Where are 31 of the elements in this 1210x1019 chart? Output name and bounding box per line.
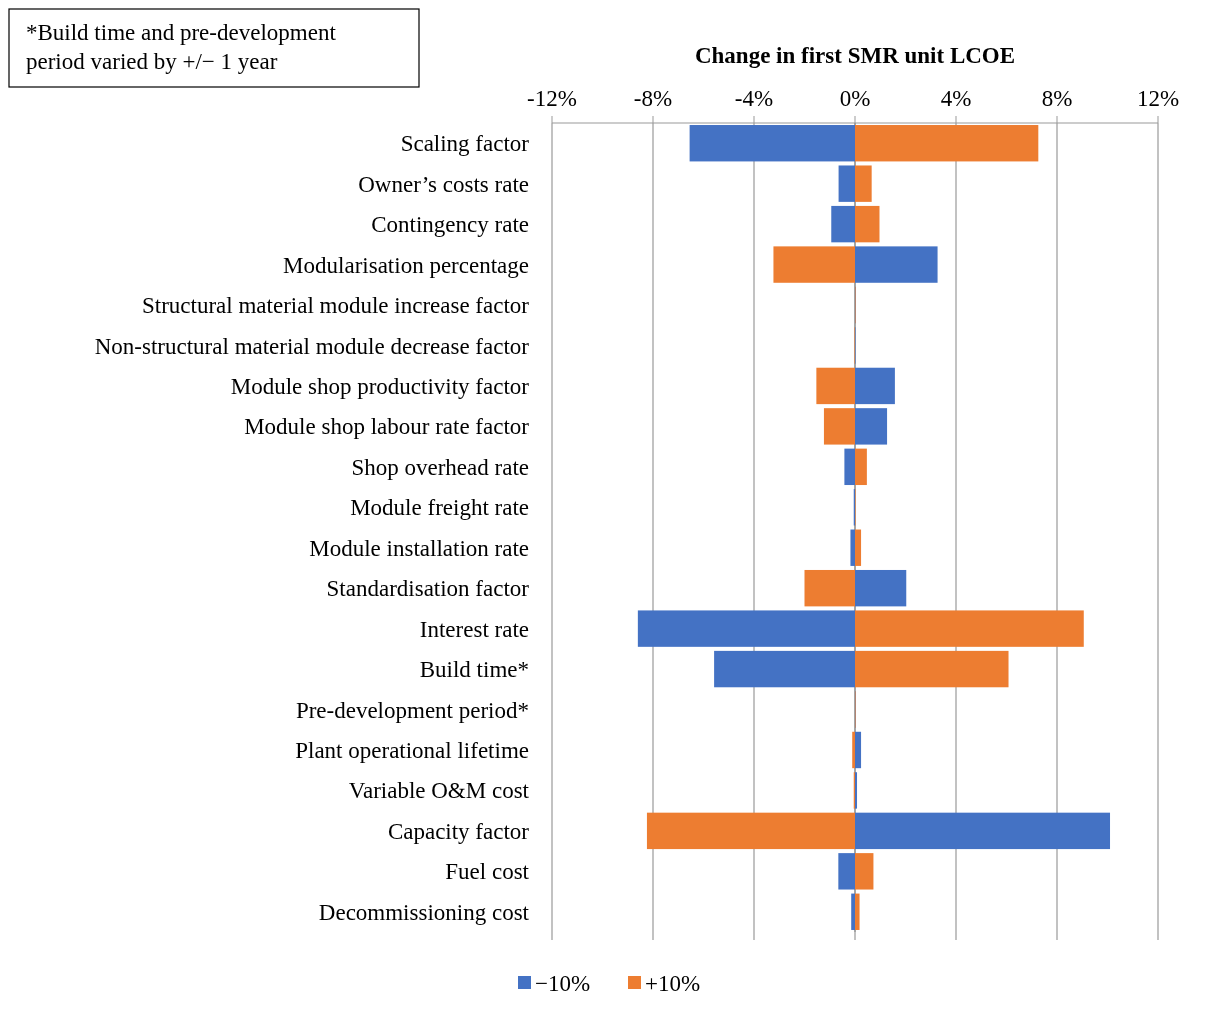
x-tick-label: 12% [1136, 86, 1180, 111]
y-tick-label: Scaling factor [400, 131, 530, 157]
y-tick-label: Contingency rate [371, 212, 529, 238]
y-tick-label: Module freight rate [350, 495, 529, 521]
y-tick-label: Shop overhead rate [351, 454, 529, 480]
text: *Build time and pre-development period varied by +/− 1 year [26, 20, 337, 74]
y-tick-label: Module shop productivity factor [230, 373, 530, 399]
y-tick-label: Variable O&M cost [348, 778, 530, 804]
y-tick-label: Module installation rate [309, 535, 529, 561]
y-tick-label: Standardisation factor [326, 576, 530, 602]
x-tick-label: -12% [527, 86, 577, 111]
y-tick-label: Build time* [419, 657, 529, 683]
y-tick-label: Decommissioning cost [318, 899, 530, 925]
y-tick-label: Interest rate [419, 616, 529, 642]
y-tick-label: Non-structural material module decrease factor [94, 333, 530, 359]
x-tick-label: -8% [633, 86, 673, 111]
chart-title: Change in first SMR unit LCOE [694, 43, 1016, 68]
y-tick-label: Modularisation percentage [283, 252, 529, 278]
y-tick-label: Plant operational lifetime [295, 738, 529, 764]
x-tick-label: 0% [839, 86, 871, 111]
x-tick-label: 8% [1041, 86, 1073, 111]
y-tick-label: Capacity factor [387, 818, 530, 844]
y-tick-label: Pre-development period* [295, 697, 529, 723]
legend-label: +10% [645, 971, 701, 997]
y-tick-label: Owner’s costs rate [358, 171, 529, 197]
x-tick-label: 4% [940, 86, 972, 111]
x-tick-label: -4% [734, 86, 774, 111]
y-tick-label: Fuel cost [445, 859, 530, 885]
y-tick-label: Structural material module increase factor [142, 293, 530, 319]
y-tick-label: Module shop labour rate factor [244, 414, 530, 440]
legend-label: −10% [535, 971, 591, 997]
